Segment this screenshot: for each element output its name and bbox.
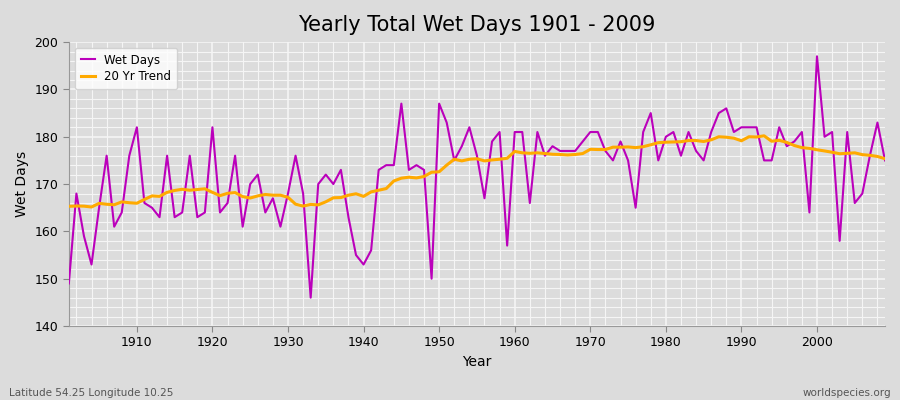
Wet Days bbox=[343, 215, 354, 220]
20 Yr Trend bbox=[298, 204, 309, 208]
Text: Latitude 54.25 Longitude 10.25: Latitude 54.25 Longitude 10.25 bbox=[9, 388, 174, 398]
Wet Days bbox=[124, 153, 135, 158]
20 Yr Trend bbox=[343, 193, 354, 198]
Wet Days bbox=[290, 153, 301, 158]
Wet Days bbox=[305, 295, 316, 300]
20 Yr Trend bbox=[131, 201, 142, 206]
20 Yr Trend bbox=[608, 145, 618, 150]
Line: Wet Days: Wet Days bbox=[68, 56, 885, 298]
20 Yr Trend bbox=[879, 156, 890, 161]
Text: worldspecies.org: worldspecies.org bbox=[803, 388, 891, 398]
Wet Days bbox=[879, 158, 890, 163]
X-axis label: Year: Year bbox=[463, 355, 491, 369]
20 Yr Trend bbox=[517, 150, 527, 155]
20 Yr Trend bbox=[759, 134, 769, 138]
20 Yr Trend bbox=[509, 149, 520, 154]
Legend: Wet Days, 20 Yr Trend: Wet Days, 20 Yr Trend bbox=[75, 48, 177, 89]
20 Yr Trend bbox=[86, 205, 97, 210]
Wet Days bbox=[63, 281, 74, 286]
Wet Days bbox=[608, 158, 618, 163]
Wet Days bbox=[509, 130, 520, 134]
Y-axis label: Wet Days: Wet Days bbox=[15, 151, 29, 217]
Title: Yearly Total Wet Days 1901 - 2009: Yearly Total Wet Days 1901 - 2009 bbox=[298, 15, 655, 35]
Wet Days bbox=[517, 130, 527, 134]
Wet Days bbox=[812, 54, 823, 59]
Line: 20 Yr Trend: 20 Yr Trend bbox=[68, 136, 885, 207]
20 Yr Trend bbox=[63, 204, 74, 209]
